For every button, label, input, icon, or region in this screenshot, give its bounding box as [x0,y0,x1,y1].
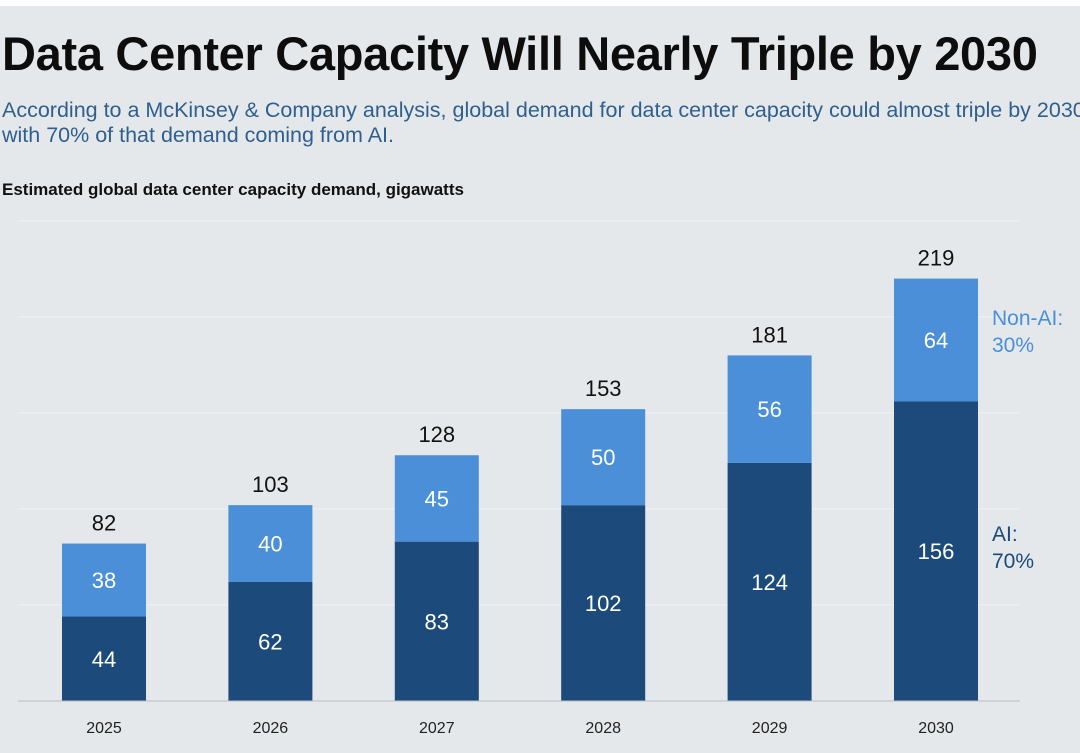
bar-value-label: 44 [92,647,116,672]
x-tick-label: 2029 [752,720,788,737]
bar-value-label: 38 [92,568,116,593]
bar-non-ai-2028 [561,409,646,506]
legend-label-ai: AI: [992,523,1018,546]
bar-value-label: 56 [757,397,781,422]
bar-ai-2025 [62,616,146,701]
bar-non-ai-2029 [727,355,812,463]
total-label: 128 [418,422,455,447]
bar-non-ai-2027 [394,455,479,542]
bar-value-label: 64 [924,328,948,353]
bar-ai-2028 [561,505,646,701]
bar-value-label: 62 [258,629,282,654]
bar-ai-2030 [894,401,978,701]
bar-value-label: 156 [918,539,955,564]
total-label: 153 [585,376,622,401]
bar-value-label: 124 [751,570,788,595]
bar-value-label: 50 [591,445,615,470]
chart-title: Estimated global data center capacity de… [2,180,464,199]
subtitle: According to a McKinsey & Company analys… [2,98,1080,147]
total-label: 103 [252,472,289,497]
x-tick-label: 2028 [585,720,621,737]
x-tick-label: 2025 [86,720,122,737]
legend-share-non-ai: 30% [992,334,1034,357]
top-strip [0,0,1080,6]
total-label: 219 [918,246,955,271]
total-label: 181 [751,322,788,347]
x-tick-label: 2026 [253,720,289,737]
bar-value-label: 102 [585,591,622,616]
page-title: Data Center Capacity Will Nearly Triple … [2,27,1038,80]
bar-ai-2027 [394,541,479,701]
legend-label-non-ai: Non-AI: [992,307,1063,330]
bar-value-label: 83 [425,609,449,634]
bar-ai-2026 [228,581,313,701]
bar-value-label: 40 [258,532,282,557]
bar-value-label: 45 [425,486,449,511]
legend-share-ai: 70% [992,550,1034,573]
x-tick-label: 2030 [918,720,954,737]
bar-non-ai-2025 [62,543,146,617]
bar-non-ai-2030 [894,278,978,402]
bar-non-ai-2026 [228,505,313,582]
bar-ai-2029 [727,462,812,701]
x-tick-label: 2027 [419,720,455,737]
total-label: 82 [92,511,116,536]
